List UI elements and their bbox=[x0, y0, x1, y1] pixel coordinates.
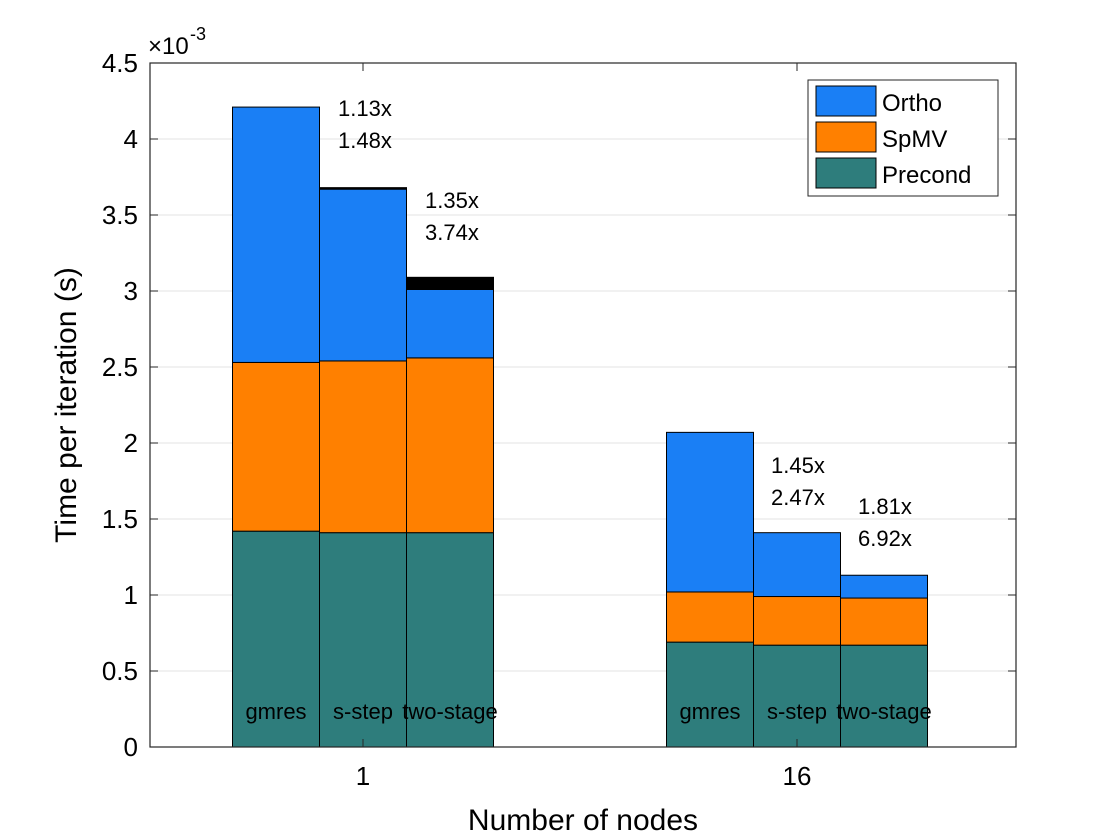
speedup-annotation: 2.47x bbox=[771, 485, 825, 510]
legend-label-ortho: Ortho bbox=[882, 90, 942, 117]
y-tick-label: 0.5 bbox=[102, 656, 138, 686]
y-tick-label: 2 bbox=[124, 428, 138, 458]
bar-segment-extra bbox=[319, 187, 407, 190]
y-tick-label: 3 bbox=[124, 276, 138, 306]
speedup-annotation: 6.92x bbox=[858, 526, 912, 551]
bar-segment-spmv bbox=[406, 357, 494, 534]
speedup-annotations: 1.13x 1.48x 1.35x 3.74x 1.45x 2.47x 1.81x 6.92x bbox=[338, 96, 912, 551]
bar-segment-ortho bbox=[840, 574, 928, 599]
bar-method-label: gmres bbox=[679, 699, 740, 724]
bar-segment-extra bbox=[406, 276, 494, 290]
bar-labels: gmres s-step two-stage gmres s-step two-stage bbox=[245, 699, 931, 724]
y-tick-label: 0 bbox=[124, 732, 138, 762]
bar-segment-spmv bbox=[753, 596, 841, 646]
bar-segment-ortho bbox=[406, 288, 494, 359]
bar-segment-spmv bbox=[840, 597, 928, 646]
y-tick-label: 3.5 bbox=[102, 200, 138, 230]
bar-method-label: two-stage bbox=[836, 699, 931, 724]
legend-label-spmv: SpMV bbox=[882, 126, 947, 153]
speedup-annotation: 3.74x bbox=[425, 220, 479, 245]
legend: Ortho SpMV Precond bbox=[807, 79, 999, 197]
bar-segment-precond bbox=[840, 644, 928, 748]
bar-segment-spmv bbox=[319, 360, 407, 534]
speedup-annotation: 1.81x bbox=[858, 494, 912, 519]
bar-stacks bbox=[232, 106, 928, 748]
bar-method-label: s-step bbox=[333, 699, 393, 724]
x-tick-label: 1 bbox=[356, 761, 370, 791]
bar-segment-ortho bbox=[753, 532, 841, 598]
y-tick-label: 4 bbox=[124, 124, 138, 154]
speedup-annotation: 1.13x bbox=[338, 96, 392, 121]
y-tick-label: 1 bbox=[124, 580, 138, 610]
legend-swatch-precond bbox=[815, 157, 877, 189]
bar-segment-precond bbox=[753, 644, 841, 748]
y-exponent-power: -3 bbox=[190, 24, 206, 44]
bar-segment-spmv bbox=[666, 591, 754, 643]
speedup-annotation: 1.35x bbox=[425, 188, 479, 213]
legend-swatch-ortho bbox=[815, 85, 877, 117]
y-axis-label: Time per iteration (s) bbox=[50, 267, 83, 543]
y-tick-label: 4.5 bbox=[102, 48, 138, 78]
bar-method-label: s-step bbox=[767, 699, 827, 724]
bar-segment-precond bbox=[319, 532, 407, 748]
bar-method-label: two-stage bbox=[402, 699, 497, 724]
bar-segment-precond bbox=[232, 530, 320, 748]
x-axis-label: Number of nodes bbox=[468, 804, 698, 837]
x-tick-label: 16 bbox=[783, 761, 812, 791]
y-tick-label: 2.5 bbox=[102, 352, 138, 382]
plot-frame bbox=[149, 62, 1017, 748]
bar-segment-ortho bbox=[666, 431, 754, 593]
bar-segment-precond bbox=[666, 641, 754, 748]
axis-ticks: 0 0.5 1 1.5 2 2.5 3 3.5 4 4.5 1 16 bbox=[102, 48, 1016, 791]
bar-method-label: gmres bbox=[245, 699, 306, 724]
y-exponent-base: ×10 bbox=[148, 33, 189, 60]
bar-segment-spmv bbox=[232, 361, 320, 532]
legend-label-precond: Precond bbox=[882, 162, 971, 189]
y-tick-label: 1.5 bbox=[102, 504, 138, 534]
speedup-annotation: 1.45x bbox=[771, 453, 825, 478]
speedup-annotation: 1.48x bbox=[338, 128, 392, 153]
bar-segment-ortho bbox=[232, 106, 320, 363]
bar-segment-ortho bbox=[319, 188, 407, 362]
bar-segment-precond bbox=[406, 532, 494, 748]
legend-swatch-spmv bbox=[815, 121, 877, 153]
